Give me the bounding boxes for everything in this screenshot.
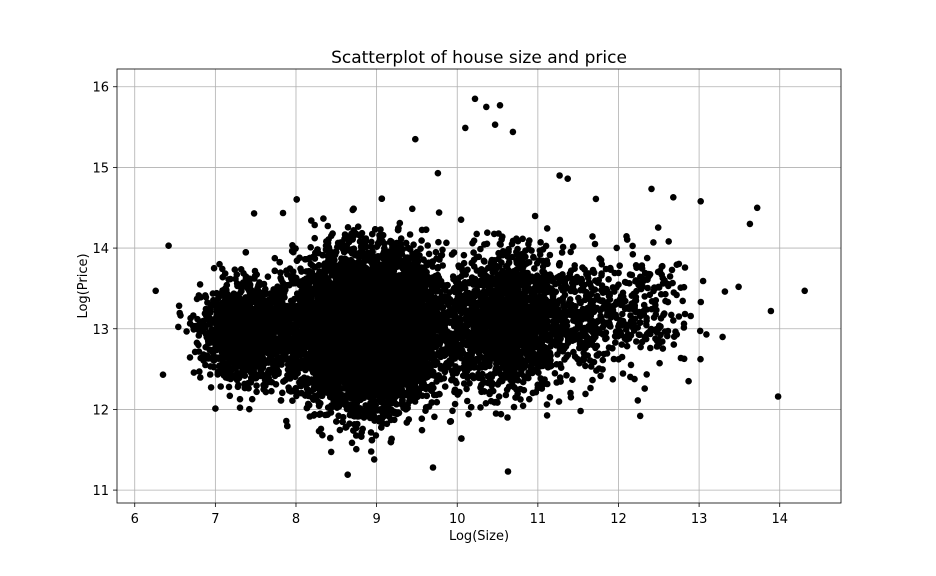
data-point (348, 439, 356, 447)
data-points (152, 95, 808, 479)
data-point (279, 389, 286, 397)
chart-title: Scatterplot of house size and price (331, 48, 627, 68)
data-point (344, 224, 352, 231)
data-point (368, 238, 375, 246)
data-point (289, 397, 296, 405)
data-point (451, 400, 459, 408)
data-point (431, 413, 438, 421)
data-point (283, 417, 290, 425)
data-point (425, 250, 433, 258)
data-point (406, 231, 414, 238)
data-point (441, 383, 449, 390)
data-point (344, 471, 352, 479)
data-point (354, 223, 362, 230)
data-point (327, 448, 335, 456)
data-point (403, 419, 411, 426)
data-point (319, 431, 326, 439)
data-point (409, 205, 416, 213)
data-point (307, 244, 315, 251)
data-point (424, 242, 432, 249)
data-point (464, 397, 471, 405)
data-point (353, 445, 360, 453)
data-point (367, 448, 375, 455)
data-point (324, 222, 332, 230)
data-point (311, 234, 319, 242)
data-point (336, 426, 344, 434)
data-point (320, 215, 327, 222)
